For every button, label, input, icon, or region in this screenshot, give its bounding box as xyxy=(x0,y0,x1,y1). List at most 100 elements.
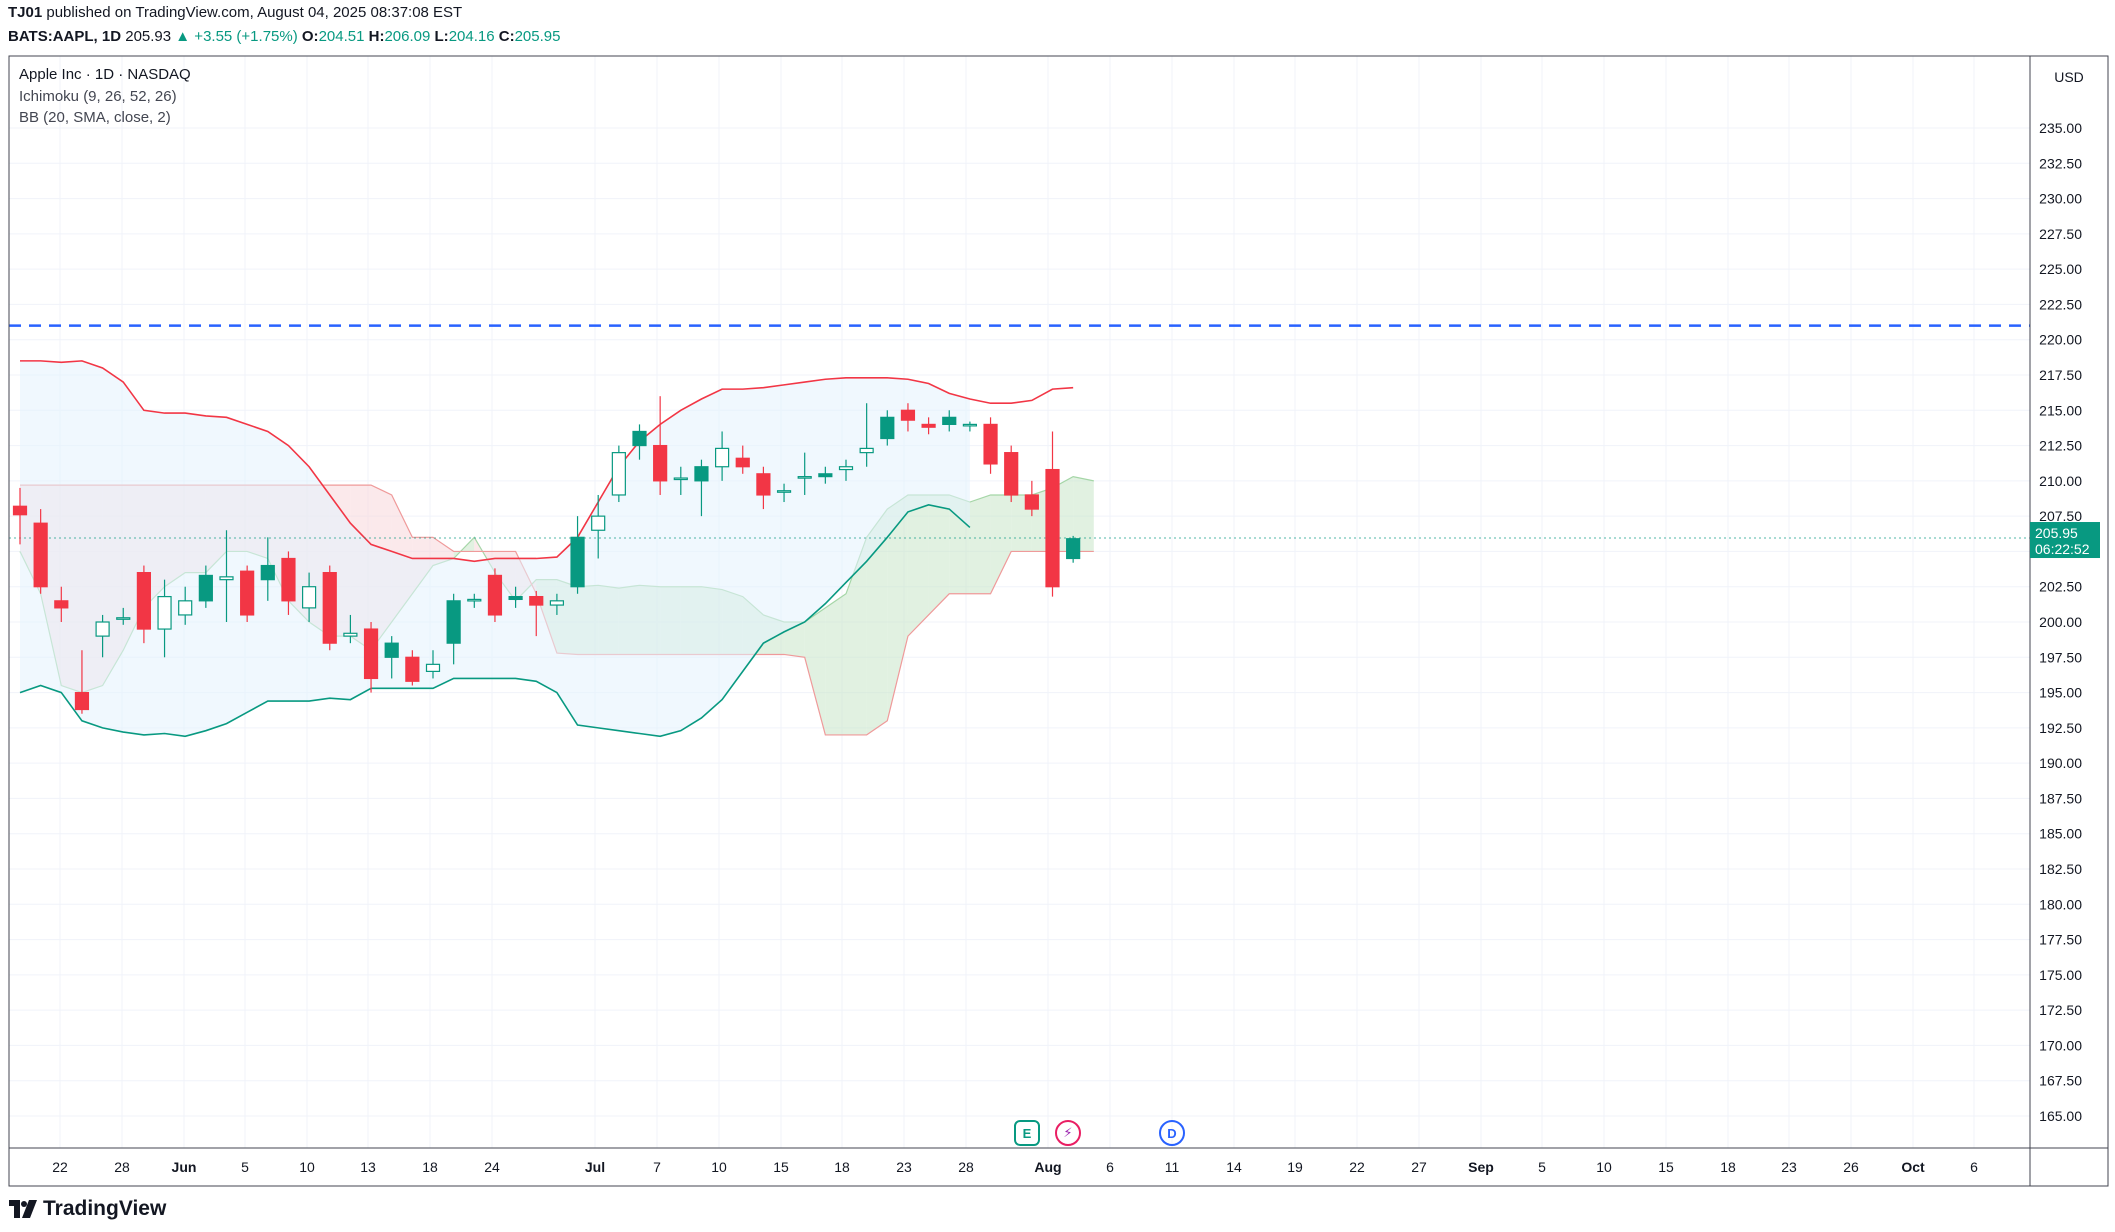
time-tick-label: 7 xyxy=(653,1159,661,1175)
candle xyxy=(921,417,936,435)
candle-body xyxy=(570,536,585,588)
price-tick-label: 177.50 xyxy=(2039,932,2082,948)
legend-bollinger[interactable]: BB (20, SMA, close, 2) xyxy=(19,109,171,126)
candle-body xyxy=(136,571,151,630)
open-label: O: xyxy=(301,28,319,45)
candle xyxy=(33,509,48,594)
time-tick-label: 27 xyxy=(1411,1159,1427,1175)
candle xyxy=(302,572,317,622)
candle-body xyxy=(714,447,730,468)
candle-body xyxy=(653,444,668,482)
price-tick-label: 215.00 xyxy=(2039,402,2082,418)
candle-body xyxy=(425,663,441,672)
candle xyxy=(405,650,420,686)
candle xyxy=(116,607,131,625)
price-tick-label: 220.00 xyxy=(2039,332,2082,348)
candle xyxy=(136,565,151,644)
price-tick-label: 192.50 xyxy=(2039,720,2082,736)
price-tick-label: 172.50 xyxy=(2039,1002,2082,1018)
candle xyxy=(818,466,833,484)
candle xyxy=(962,421,978,432)
candle-body xyxy=(776,490,792,493)
price-tick-label: 230.00 xyxy=(2039,191,2082,207)
price-tick-label: 202.50 xyxy=(2039,579,2082,595)
candle xyxy=(467,593,482,608)
candle-body xyxy=(900,409,916,421)
brand-name: TradingView xyxy=(43,1197,167,1220)
dividend-event-icon[interactable]: D xyxy=(1159,1120,1185,1146)
legend-ichimoku[interactable]: Ichimoku (9, 26, 52, 26) xyxy=(19,88,177,105)
cloud-segment xyxy=(474,537,495,573)
time-tick-label: 26 xyxy=(1843,1159,1859,1175)
price-tick-label: 195.00 xyxy=(2039,685,2082,701)
time-tick-label: 15 xyxy=(773,1159,789,1175)
candle xyxy=(714,431,730,481)
split-event-icon[interactable]: ⚡ xyxy=(1055,1120,1081,1146)
candle-body xyxy=(302,586,317,609)
cloud-segment xyxy=(825,593,846,735)
candle-body xyxy=(859,447,874,454)
candle xyxy=(653,396,668,495)
legend-title: Apple Inc · 1D · NASDAQ xyxy=(19,66,191,83)
candle-body xyxy=(74,691,90,711)
candle xyxy=(632,424,647,460)
candle-body xyxy=(281,557,296,602)
candle-body xyxy=(1045,468,1060,588)
price-tick-label: 210.00 xyxy=(2039,473,2082,489)
candle xyxy=(74,650,90,714)
candle xyxy=(756,466,771,510)
candle xyxy=(54,586,69,622)
candle-body xyxy=(467,598,482,602)
quote-line: BATS:AAPL, 1D 205.93 ▲ +3.55 (+1.75%) O:… xyxy=(8,28,560,48)
price-change: ▲ +3.55 (+1.75%) xyxy=(175,28,298,45)
earnings-event-icon[interactable]: E xyxy=(1014,1120,1040,1146)
price-tick-label: 197.50 xyxy=(2039,649,2082,665)
cloud-segment xyxy=(990,494,1012,594)
time-tick-label: 6 xyxy=(1106,1159,1114,1175)
candle-body xyxy=(818,473,833,478)
candle xyxy=(859,403,874,467)
candles xyxy=(12,396,1081,714)
price-tick-label: 185.00 xyxy=(2039,826,2082,842)
price-tick-label: 170.00 xyxy=(2039,1037,2082,1053)
price-badge xyxy=(2030,522,2100,559)
candle xyxy=(880,410,895,446)
price-axis: USD 235.00 232.50 230.00 227.50 225.00 222.50 2… xyxy=(2030,69,2100,1124)
candle-body xyxy=(1004,452,1019,496)
cloud-segment xyxy=(804,607,826,735)
chart-frame xyxy=(8,55,2109,1187)
candle xyxy=(198,565,213,608)
candle-body xyxy=(529,595,544,606)
price-badge-value: 205.95 xyxy=(2035,525,2078,541)
candle-body xyxy=(983,423,998,465)
candle xyxy=(260,537,275,601)
candle xyxy=(487,568,503,622)
candle xyxy=(178,586,193,625)
candle xyxy=(900,403,916,432)
candle xyxy=(1066,535,1081,563)
cloud-segment xyxy=(969,494,991,594)
price-tick-label: 222.50 xyxy=(2039,296,2082,312)
low-label: L: xyxy=(434,28,449,45)
candle xyxy=(549,593,565,615)
candle xyxy=(219,530,234,622)
candle xyxy=(240,565,255,622)
candle-body xyxy=(157,595,172,630)
last-price: 205.93 xyxy=(125,28,172,45)
time-tick-label: 15 xyxy=(1658,1159,1674,1175)
candle xyxy=(735,445,750,474)
candle xyxy=(157,579,172,658)
currency-label: USD xyxy=(2054,69,2084,85)
chart-border xyxy=(8,55,2109,1187)
cloud-segment xyxy=(928,494,950,615)
price-tick-label: 190.00 xyxy=(2039,755,2082,771)
candle-body xyxy=(240,570,255,616)
high-label: H: xyxy=(368,28,385,45)
price-tick-label: 187.50 xyxy=(2039,790,2082,806)
countdown-value: 06:22:52 xyxy=(2035,541,2090,557)
price-tick-label: 225.00 xyxy=(2039,261,2082,277)
candle-body xyxy=(178,600,193,616)
candle xyxy=(425,650,441,679)
cloud-segment xyxy=(1073,476,1094,552)
